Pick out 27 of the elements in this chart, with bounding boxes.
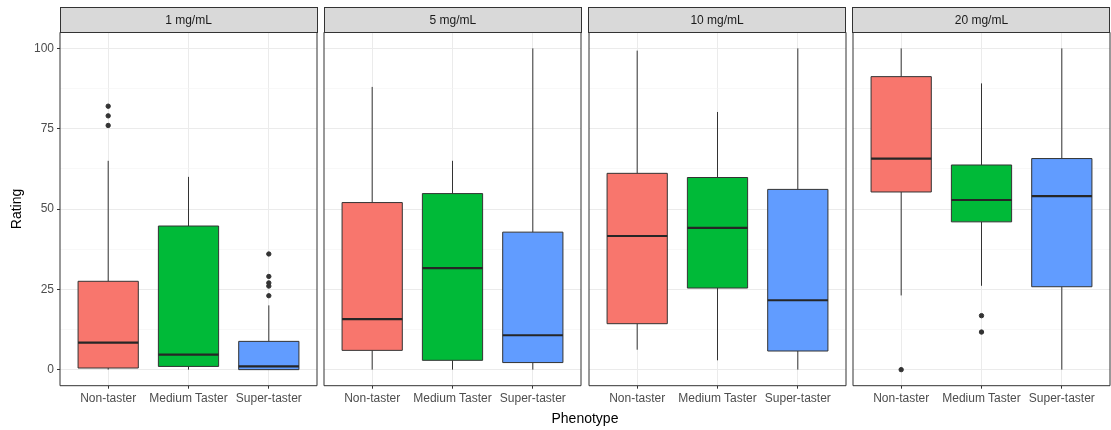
y-tick-label: 25 [40, 281, 55, 296]
y-tick-label: 100 [33, 40, 55, 55]
x-tick-label: Medium Taster [942, 391, 1021, 406]
facet-strip: 5 mg/mL [323, 7, 582, 33]
x-tick-label: Super-taster [500, 391, 567, 406]
x-tick-label: Non-taster [873, 391, 930, 406]
y-tick-label: 0 [47, 361, 55, 376]
x-tick-label: Super-taster [764, 391, 831, 406]
chart-title: 1 mg/mL [165, 13, 212, 28]
x-tick-label: Non-taster [344, 391, 401, 406]
y-axis-title: Rating [7, 188, 24, 230]
chart-title: 10 mg/mL [690, 13, 744, 28]
y-tick-label: 50 [40, 201, 55, 216]
facet-strip: 10 mg/mL [588, 7, 847, 33]
facet-strip: 1 mg/mL [59, 7, 318, 33]
x-tick-label: Non-taster [80, 391, 137, 406]
chart-title: 20 mg/mL [954, 13, 1009, 28]
x-tick-label: Non-taster [608, 391, 665, 406]
x-tick-label: Medium Taster [413, 391, 493, 406]
x-tick-label: Super-taster [1028, 391, 1095, 406]
x-tick-label: Medium Taster [149, 391, 228, 406]
x-tick-label: Super-taster [235, 391, 302, 406]
x-tick-label: Medium Taster [677, 391, 757, 406]
chart-title: 5 mg/mL [429, 13, 477, 28]
facet-strip: 20 mg/mL [852, 7, 1111, 33]
y-tick-label: 75 [40, 120, 55, 135]
x-axis-title: Phenotype [550, 410, 620, 426]
